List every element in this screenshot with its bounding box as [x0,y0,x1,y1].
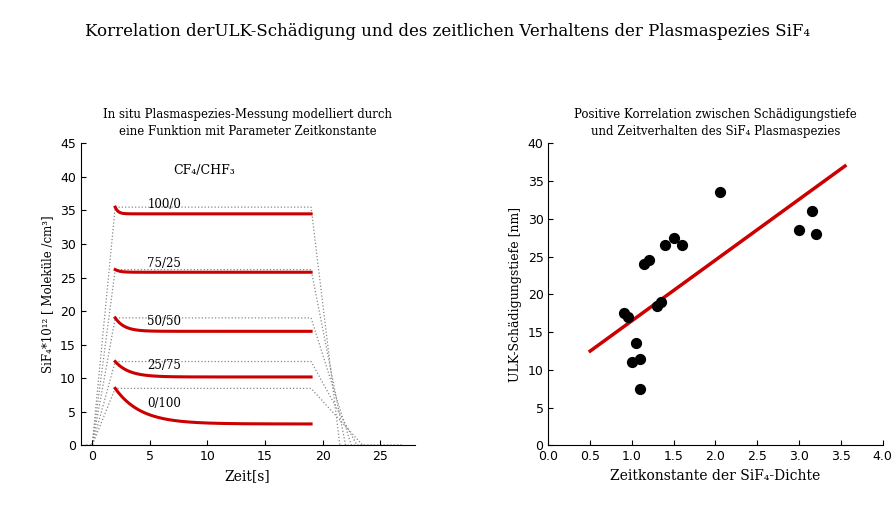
Point [805,207,819,216]
Text: 50/50: 50/50 [148,315,182,328]
Text: 75/25: 75/25 [148,257,181,269]
Point [633,385,648,393]
Point [633,354,648,362]
Point [642,257,656,265]
X-axis label: Zeit[s]: Zeit[s] [225,469,271,483]
Point [808,230,823,238]
Point [625,358,639,367]
Point [616,309,631,317]
Y-axis label: SiF₄*10¹² [ Moleküle /cm³]: SiF₄*10¹² [ Moleküle /cm³] [41,216,55,373]
Text: 100/0: 100/0 [148,198,181,211]
Point [650,302,664,310]
Point [621,313,635,321]
Point [675,241,689,249]
Point [654,298,668,306]
Point [659,241,673,249]
Text: CF₄/CHF₃: CF₄/CHF₃ [173,163,235,177]
Title: In situ Plasmaspezies-Messung modelliert durch
eine Funktion mit Parameter Zeitk: In situ Plasmaspezies-Messung modelliert… [103,108,392,138]
Point [712,188,727,197]
Text: Korrelation derULK-Schädigung und des zeitlichen Verhaltens der Plasmaspezies Si: Korrelation derULK-Schädigung und des ze… [85,23,811,40]
Text: 25/75: 25/75 [148,359,181,372]
Point [629,339,643,348]
Y-axis label: ULK-Schädigungstiefe [nm]: ULK-Schädigungstiefe [nm] [509,207,522,382]
Text: 0/100: 0/100 [148,397,181,410]
X-axis label: Zeitkonstante der SiF₄-Dichte: Zeitkonstante der SiF₄-Dichte [610,469,821,483]
Point [667,233,681,242]
Title: Positive Korrelation zwischen Schädigungstiefe
und Zeitverhalten des SiF₄ Plasma: Positive Korrelation zwischen Schädigung… [574,108,857,138]
Point [637,260,651,268]
Point [792,226,806,234]
